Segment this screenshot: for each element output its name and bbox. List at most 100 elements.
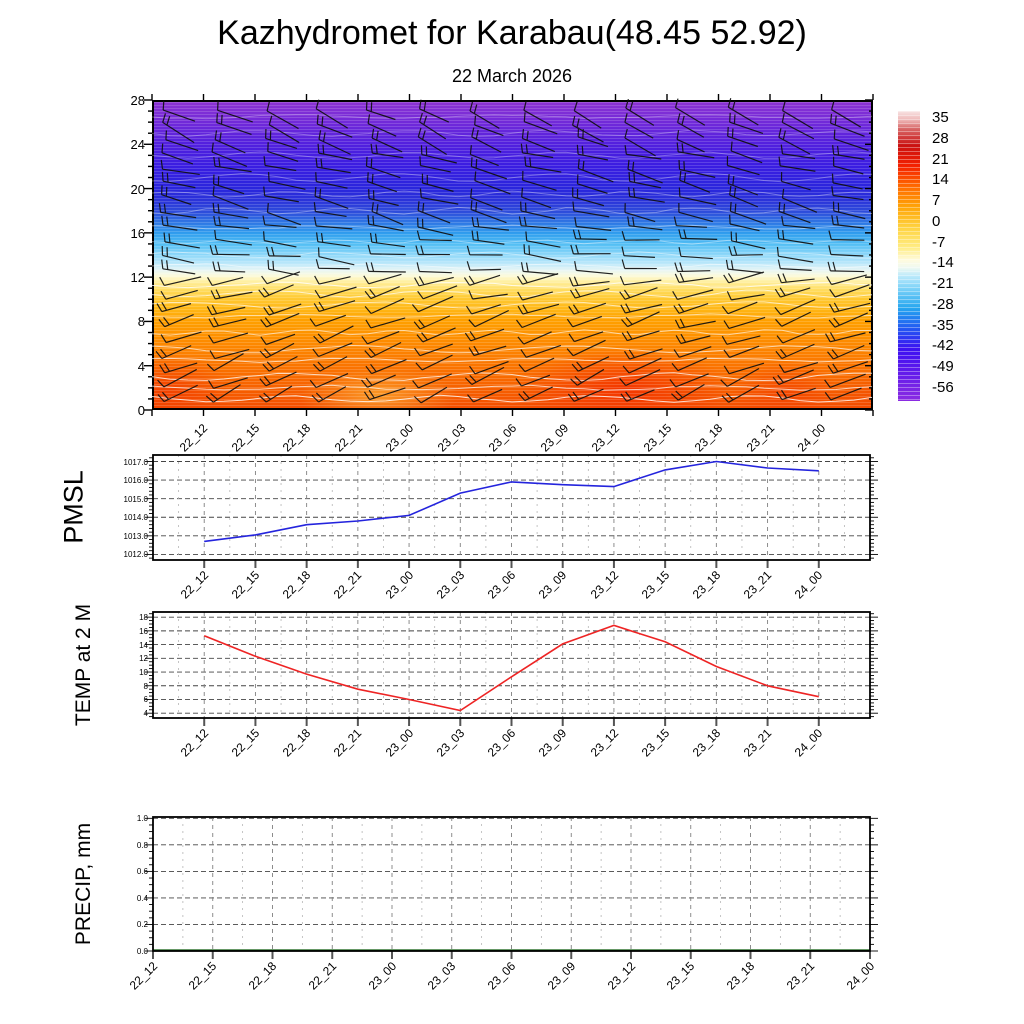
y-tick-label: 12 (130, 270, 145, 286)
x-tick-label: 23_15 (640, 421, 674, 455)
v-gridlines (152, 817, 871, 951)
x-tick-label: 23_15 (638, 726, 673, 760)
x-tick-label: 23_15 (638, 568, 673, 602)
cross-section-ticks (144, 94, 874, 416)
x-tick-label: 23_15 (664, 959, 698, 993)
y-tick-label: 28 (130, 93, 145, 108)
page-subtitle: 22 March 2026 (451, 66, 573, 86)
x-tick-label: 22_21 (331, 421, 365, 455)
y-tick-label: 12 (139, 654, 148, 664)
colorbar-tick-label: -56 (932, 379, 954, 396)
x-tick-label: 22_18 (279, 421, 314, 455)
colorbar-tick-label: -42 (932, 337, 954, 355)
y-tick-label: 0 (137, 403, 145, 418)
x-tick-label: 22_15 (186, 959, 220, 993)
x-ticks (152, 951, 871, 959)
y-tick-label: 1015.0 (123, 494, 148, 504)
panel-border (152, 611, 871, 719)
x-tick-label: 23_18 (689, 726, 724, 760)
x-tick-label: 22_15 (228, 421, 262, 455)
x-ticks (203, 718, 820, 726)
temp-axis-title: TEMP at 2 M (72, 603, 95, 727)
x-tick-label: 23_03 (433, 726, 468, 760)
x-tick-label: 23_03 (425, 959, 459, 993)
x-tick-label: 22_18 (280, 726, 314, 760)
minor-v-gridlines (182, 817, 841, 951)
y-tick-label: 1012.0 (123, 550, 148, 560)
y-tick-label: 20 (130, 181, 145, 197)
x-tick-label: 23_21 (740, 568, 775, 602)
x-tick-label: 22_12 (176, 421, 211, 455)
colorbar-gradient (898, 111, 920, 401)
colorbar-tick-label: -49 (932, 358, 954, 376)
x-tick-label: 23_12 (604, 959, 638, 993)
colorbar-tick-label: 0 (932, 212, 941, 230)
panel-border (152, 816, 871, 952)
x-tick-label: 23_09 (537, 421, 571, 455)
y-tick-label: 0.0 (136, 947, 148, 956)
colorbar-tick-label: -14 (932, 254, 954, 272)
x-tick-label: 23_21 (783, 959, 818, 993)
warm-patch (267, 356, 488, 408)
cross-section-overlay (144, 94, 874, 416)
x-tick-label: 23_21 (740, 726, 775, 760)
x-tick-label: 22_15 (228, 726, 263, 760)
y-tick-label: 16 (130, 225, 145, 241)
y-tick-label: 10 (139, 668, 148, 678)
x-tick-label: 22_18 (280, 568, 314, 602)
x-tick-label: 23_09 (544, 959, 579, 993)
x-tick-label: 22_21 (331, 568, 365, 602)
contour-lines (151, 114, 873, 403)
y-tick-label: 6 (143, 695, 148, 705)
x-tick-label: 23_21 (743, 421, 777, 455)
y-tick-label: 0.2 (136, 920, 148, 930)
precip-plot (145, 816, 878, 959)
y-tick-label: 0.8 (136, 840, 148, 850)
colorbar-tick-label: -7 (932, 233, 946, 251)
x-tick-label: 23_03 (433, 568, 468, 602)
v-gridlines (203, 455, 820, 560)
y-tick-label: 8 (137, 314, 145, 330)
x-tick-label: 23_06 (484, 959, 519, 993)
x-ticks (203, 560, 820, 568)
colorbar-banding (898, 111, 920, 401)
x-tick-label: 23_06 (484, 568, 519, 602)
x-tick-label: 23_00 (382, 726, 416, 760)
pmsl-line (204, 460, 819, 543)
x-tick-label: 23_12 (587, 726, 621, 760)
colorbar (898, 111, 920, 401)
y-tick-label: 24 (130, 137, 145, 153)
x-tick-label: 22_18 (245, 959, 280, 993)
y-tick-label: 18 (139, 613, 148, 623)
x-tick-label: 23_09 (536, 726, 570, 760)
y-tick-label: 4 (143, 709, 148, 719)
colorbar-tick-label: 14 (932, 171, 949, 189)
pmsl-axis-title: PMSL (58, 470, 89, 544)
y-tick-label: 1014.0 (123, 513, 148, 523)
x-tick-label: 23_09 (536, 568, 570, 602)
x-tick-label: 23_00 (382, 568, 416, 602)
colorbar-tick-label: 21 (932, 150, 949, 168)
x-tick-label: 23_00 (382, 421, 417, 455)
x-tick-label: 24_00 (792, 726, 826, 760)
y-tick-label: 4 (137, 358, 145, 374)
precip-axis-title: PRECIP, mm (72, 822, 95, 946)
y-tick-label: 0.4 (136, 893, 148, 903)
x-tick-label: 23_06 (485, 421, 520, 455)
temp2m-line (203, 624, 819, 712)
x-tick-label: 24_00 (792, 568, 826, 602)
y-tick-label: 8 (143, 681, 148, 691)
y-tick-label: 16 (139, 626, 148, 636)
x-tick-label: 22_15 (228, 568, 263, 602)
y-tick-label: 0.6 (136, 867, 148, 877)
colorbar-tick-label: 35 (932, 109, 949, 126)
x-tick-label: 23_06 (484, 726, 519, 760)
h-gridlines (153, 461, 870, 555)
colorbar-tick-label: -21 (932, 275, 954, 293)
page-title: Kazhydromet for Karabau(48.45 52.92) (217, 14, 807, 52)
y-tick-label: 1017.0 (123, 457, 148, 467)
x-tick-label: 23_12 (587, 568, 621, 602)
colorbar-tick-label: -28 (932, 295, 954, 313)
x-tick-label: 22_12 (126, 959, 160, 993)
